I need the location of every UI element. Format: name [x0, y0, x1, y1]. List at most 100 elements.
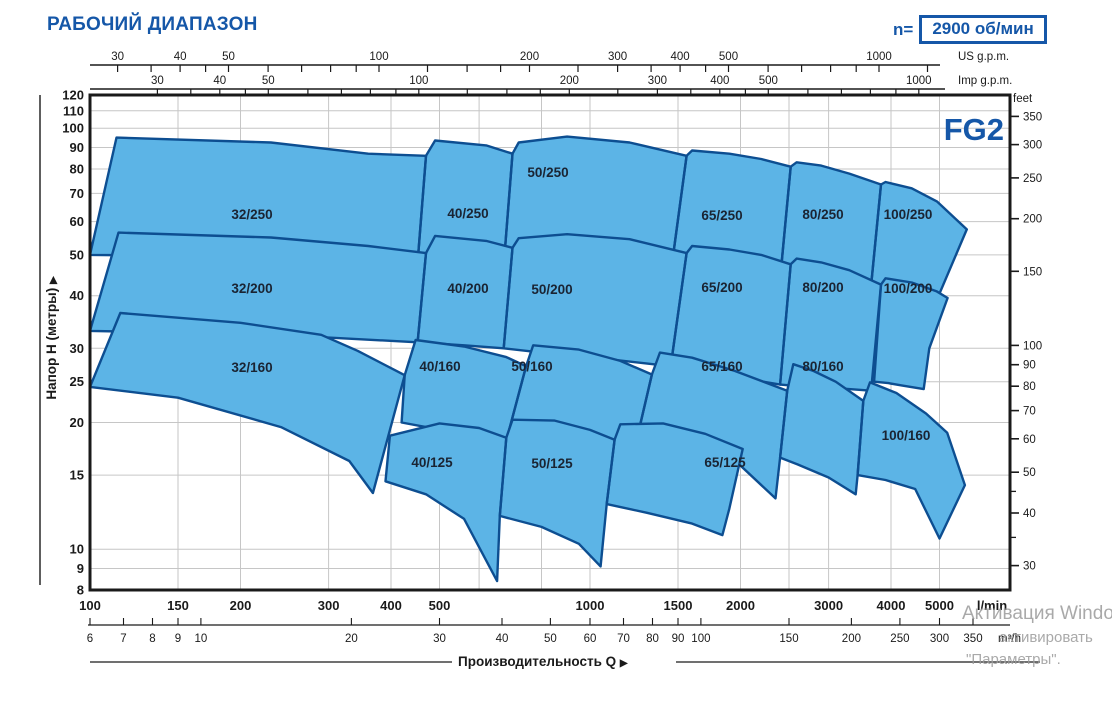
svg-text:400: 400 [671, 51, 690, 63]
svg-text:80: 80 [646, 633, 659, 645]
svg-text:200: 200 [520, 51, 539, 63]
svg-text:100: 100 [691, 633, 710, 645]
svg-text:500: 500 [759, 75, 778, 87]
svg-text:1000: 1000 [906, 75, 932, 87]
svg-text:3000: 3000 [814, 598, 843, 613]
svg-text:15: 15 [70, 468, 84, 483]
region-label-100/200: 100/200 [884, 281, 933, 296]
svg-text:90: 90 [672, 633, 685, 645]
region-label-65/160: 65/160 [701, 359, 742, 374]
svg-text:50: 50 [544, 633, 557, 645]
svg-text:150: 150 [167, 598, 189, 613]
svg-text:150: 150 [779, 633, 798, 645]
region-label-40/125: 40/125 [411, 455, 453, 470]
svg-text:25: 25 [70, 374, 84, 389]
region-fill-65/160 [635, 352, 788, 499]
svg-text:300: 300 [318, 598, 340, 613]
region-fill-80/200 [780, 258, 881, 391]
region-label-100/250: 100/250 [884, 207, 933, 222]
svg-text:350: 350 [963, 633, 982, 645]
region-label-50/200: 50/200 [531, 282, 572, 297]
series-name-label: FG2 [944, 112, 1004, 147]
svg-text:60: 60 [1023, 434, 1036, 446]
axis-unit-lmin: l/min [977, 598, 1007, 613]
svg-text:6: 6 [87, 633, 93, 645]
svg-text:1000: 1000 [576, 598, 605, 613]
svg-text:90: 90 [70, 140, 84, 155]
axis-unit-feet: feet [1013, 93, 1033, 105]
region-label-40/200: 40/200 [447, 281, 488, 296]
svg-text:100: 100 [409, 75, 428, 87]
svg-text:70: 70 [70, 186, 84, 201]
region-label-65/250: 65/250 [701, 208, 742, 223]
region-fill-32/250 [90, 137, 426, 263]
svg-text:2000: 2000 [726, 598, 755, 613]
region-outline-40/200 [416, 234, 514, 350]
svg-text:1000: 1000 [866, 51, 892, 63]
svg-text:50: 50 [222, 51, 235, 63]
svg-text:30: 30 [433, 633, 446, 645]
svg-text:110: 110 [63, 103, 84, 118]
region-label-32/160: 32/160 [231, 360, 272, 375]
svg-text:500: 500 [429, 598, 451, 613]
region-label-80/250: 80/250 [802, 207, 843, 222]
svg-text:40: 40 [174, 51, 187, 63]
region-label-80/200: 80/200 [802, 280, 843, 295]
region-outline-100/160 [856, 381, 967, 540]
svg-text:7: 7 [120, 633, 126, 645]
speed-prefix-label: n= [893, 19, 914, 39]
windows-activation-watermark-line2: активировать [999, 629, 1093, 646]
svg-text:70: 70 [1023, 406, 1036, 418]
axis-unit-US g.p.m.: US g.p.m. [958, 51, 1009, 63]
svg-text:90: 90 [1023, 360, 1036, 372]
region-label-80/160: 80/160 [802, 359, 843, 374]
y-axis-title: Напор H (метры) ▶ [44, 275, 59, 400]
svg-text:400: 400 [380, 598, 402, 613]
svg-text:40: 40 [1023, 508, 1036, 520]
svg-text:40: 40 [496, 633, 509, 645]
svg-text:50: 50 [262, 75, 275, 87]
x-axis-title: Производительность Q ▶ [458, 654, 629, 669]
svg-text:50: 50 [70, 247, 84, 262]
svg-text:200: 200 [1023, 214, 1042, 226]
svg-text:250: 250 [1023, 173, 1042, 185]
region-label-32/200: 32/200 [231, 281, 272, 296]
axis-unit-m3h: m³/h [998, 633, 1021, 645]
region-fill-40/250 [417, 140, 513, 266]
region-label-50/250: 50/250 [527, 165, 568, 180]
region-outline-100/200 [872, 277, 949, 391]
svg-text:500: 500 [719, 51, 738, 63]
svg-text:100: 100 [1023, 340, 1042, 352]
region-fill-100/160 [857, 382, 965, 539]
svg-text:150: 150 [1023, 266, 1042, 278]
region-fill-32/200 [90, 232, 426, 343]
svg-text:8: 8 [149, 633, 155, 645]
svg-text:30: 30 [1023, 561, 1036, 573]
svg-text:4000: 4000 [877, 598, 906, 613]
region-fill-50/125 [499, 419, 615, 567]
svg-text:300: 300 [930, 633, 949, 645]
region-outline-65/125 [605, 422, 744, 537]
svg-text:200: 200 [842, 633, 861, 645]
axis-unit-Imp g.p.m.: Imp g.p.m. [958, 75, 1012, 87]
region-fill-80/250 [780, 162, 881, 286]
plot-border [88, 93, 1012, 592]
svg-text:400: 400 [710, 75, 729, 87]
svg-text:60: 60 [584, 633, 597, 645]
svg-text:10: 10 [195, 633, 208, 645]
svg-text:80: 80 [1023, 381, 1036, 393]
region-label-65/125: 65/125 [704, 455, 746, 470]
speed-value-box: 2900 об/мин [919, 15, 1047, 44]
windows-activation-watermark-line1: Активация Windows [962, 603, 1112, 624]
svg-text:20: 20 [70, 415, 84, 430]
svg-text:30: 30 [151, 75, 164, 87]
svg-text:20: 20 [345, 633, 358, 645]
svg-text:100: 100 [62, 121, 84, 136]
region-fill-65/200 [670, 246, 791, 385]
svg-text:100: 100 [369, 51, 388, 63]
windows-activation-watermark-line3: "Параметры". [966, 651, 1061, 668]
svg-text:70: 70 [617, 633, 630, 645]
svg-text:30: 30 [70, 341, 84, 356]
svg-text:300: 300 [608, 51, 627, 63]
